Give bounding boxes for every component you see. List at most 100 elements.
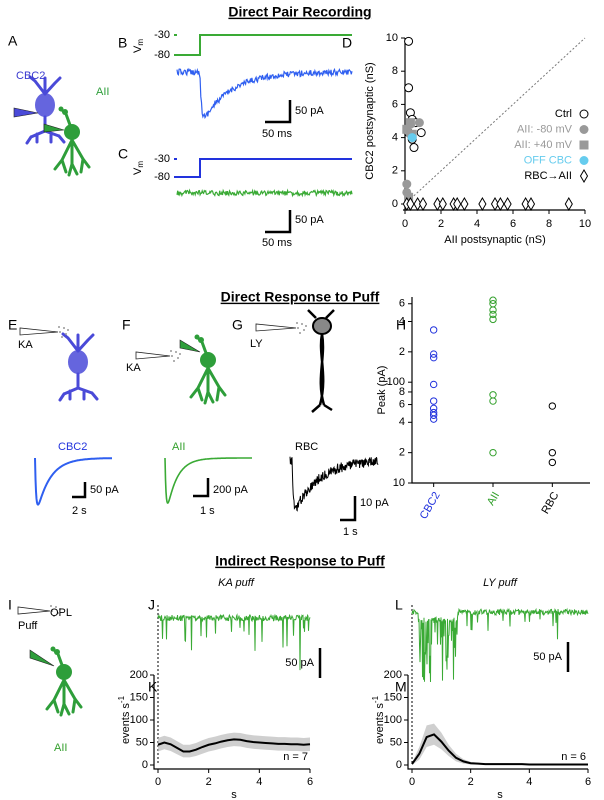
scale-label: 1 s: [343, 526, 358, 538]
puff-dot: [171, 355, 173, 357]
y-tick-label: 10: [386, 32, 398, 44]
data-point: [503, 197, 512, 211]
y-tick-label: 150: [130, 691, 148, 703]
data-point: [406, 197, 415, 211]
y-tick-label: 4: [392, 132, 398, 144]
data-point: [489, 391, 497, 399]
data-point: [548, 458, 557, 467]
scale-label: 1 s: [200, 505, 215, 517]
y-tick-label: 8: [399, 386, 405, 398]
legend-label: OFF CBC: [524, 154, 572, 166]
section-title: Direct Pair Recording: [228, 4, 371, 20]
data-point: [438, 197, 447, 211]
x-tick-label: 2: [206, 776, 212, 788]
puff-dot: [65, 333, 67, 335]
vm-tick-label: -80: [154, 49, 170, 61]
y-tick-label: 6: [392, 98, 398, 110]
x-tick-label: RBC: [539, 490, 561, 516]
data-point: [429, 380, 438, 389]
puff-label: Puff: [18, 620, 38, 632]
puff-dot: [63, 327, 65, 329]
scale-label: 200 pA: [213, 484, 249, 496]
legend-marker: [579, 156, 589, 165]
data-point: [489, 448, 497, 457]
electrode: [29, 649, 55, 667]
vm-tick-label: -30: [154, 153, 170, 165]
voltage-step: [174, 34, 352, 56]
vm-tick-label: -30: [154, 29, 170, 41]
puff-dot: [303, 329, 305, 331]
drug-label: KA: [18, 339, 33, 351]
puff-dot: [173, 360, 175, 362]
mean-line: [157, 738, 311, 753]
current-trace: [176, 67, 353, 120]
rbc-cell: [307, 309, 335, 413]
y-tick-label: 0: [396, 759, 402, 771]
puff-trace: [289, 456, 379, 512]
panel-letter: G: [232, 317, 243, 333]
y-axis-label-text: events s: [374, 703, 386, 744]
puff-dot: [57, 612, 59, 614]
data-point: [416, 128, 426, 138]
panel-letter: K: [148, 679, 158, 695]
puff-dot: [175, 351, 177, 353]
data-point: [414, 118, 424, 128]
bipolar-cell: [58, 332, 99, 402]
x-tick-label: CBC2: [418, 490, 443, 521]
drug-label: KA: [126, 362, 141, 374]
panel-letter: E: [8, 317, 17, 333]
data-point: [404, 36, 414, 46]
y-tick-label: 50: [390, 736, 402, 748]
y-tick-label: 0: [142, 759, 148, 771]
current-trace: [176, 188, 353, 198]
data-point: [413, 197, 422, 211]
y-tick-label: 0: [392, 198, 398, 210]
electrode: [13, 107, 39, 118]
y-tick-label: 8: [392, 65, 398, 77]
puff-pipette: [255, 323, 297, 332]
y-axis-label-text: events s: [120, 703, 132, 744]
bipolar-cell: [25, 75, 66, 145]
data-point: [564, 197, 573, 211]
data-point: [521, 197, 530, 211]
scale-bar: [265, 210, 292, 234]
event-trace: [157, 613, 311, 671]
x-tick-label: 0: [402, 218, 408, 230]
x-tick-label: 0: [155, 776, 161, 788]
puff-dot: [67, 329, 69, 331]
aii-cell: [53, 105, 91, 177]
data-point: [407, 133, 417, 143]
scale-label: 50 pA: [295, 105, 324, 117]
puff-pipette: [17, 606, 51, 615]
scale-label: 2 s: [72, 505, 87, 517]
data-point: [409, 143, 419, 153]
x-tick-label: 6: [307, 776, 313, 788]
error-band: [412, 723, 588, 765]
data-point: [404, 83, 414, 93]
y-axis-label-sup: -1: [117, 695, 126, 703]
puff-trace: [34, 457, 112, 506]
x-axis-label: AII postsynaptic (nS): [444, 234, 546, 246]
panel-letter: M: [395, 679, 407, 695]
error-band: [158, 732, 310, 758]
voltage-step: [174, 158, 352, 178]
y-axis-label: events s-1: [117, 695, 132, 744]
y-axis-label-sup: -1: [371, 695, 380, 703]
y-tick-label: 200: [384, 669, 402, 681]
electrode: [43, 123, 65, 133]
vm-subscript: m: [136, 161, 145, 168]
scale-label: 50 ms: [262, 237, 292, 249]
scale-bar: [72, 482, 87, 499]
x-tick-label: 2: [468, 776, 474, 788]
legend-marker: [579, 169, 589, 183]
x-tick-label: 6: [585, 776, 591, 788]
y-axis-label: CBC2 postsynaptic (nS): [364, 62, 376, 179]
mean-line: [411, 733, 588, 766]
x-axis-label: s: [231, 789, 237, 800]
rbc-soma: [312, 317, 332, 335]
y-tick-label: 100: [384, 714, 402, 726]
puff-dot: [59, 608, 61, 610]
panel-letter: H: [396, 317, 406, 333]
vm-tick-label: -80: [154, 171, 170, 183]
